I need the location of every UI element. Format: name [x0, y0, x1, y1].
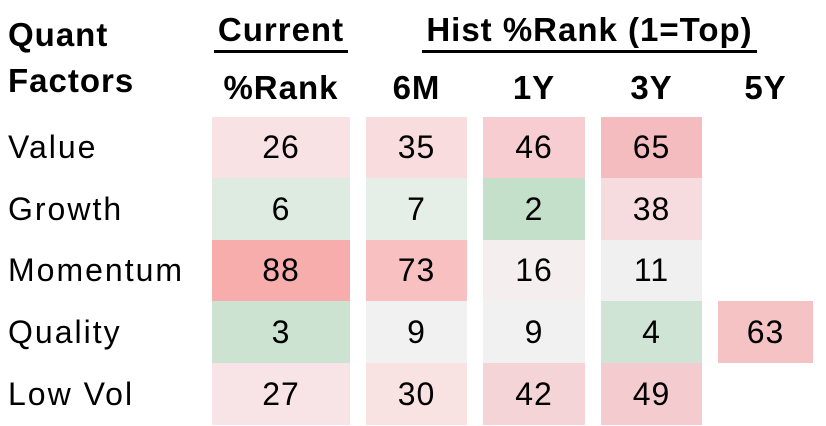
heatmap-cell-growth-5y [718, 178, 813, 240]
heatmap-cell-quality-1y: 9 [483, 301, 585, 363]
heatmap-cell-growth-3y: 38 [601, 178, 702, 240]
heatmap-cell-value-5y [718, 117, 813, 178]
heatmap-cell-lowvol-6m: 30 [366, 363, 467, 425]
heatmap-cell-growth-1y: 2 [483, 178, 585, 240]
heatmap-cell-quality-5y: 63 [718, 301, 813, 363]
heatmap-cell-lowvol-5y [718, 363, 813, 425]
table-title: Quant Factors [0, 0, 196, 117]
row-label-momentum: Momentum [8, 252, 185, 288]
heatmap-cell-value-6m: 35 [366, 117, 467, 178]
heatmap-cell-momentum-3y: 11 [601, 240, 702, 301]
column-header-5y: 5Y [744, 68, 787, 106]
heatmap-cell-value-1y: 46 [483, 117, 585, 178]
heatmap-cell-momentum-1y: 16 [483, 240, 585, 301]
heatmap-cell-quality-6m: 9 [366, 301, 467, 363]
heatmap-cell-momentum-6m: 73 [366, 240, 467, 301]
column-header-1y: 1Y [512, 68, 556, 106]
heatmap-cell-growth-6m: 7 [366, 178, 467, 240]
group-header-hist-rank-label: Hist %Rank (1=Top) [422, 11, 757, 53]
column-header-6m: 6M [392, 68, 441, 106]
column-header-current-rank: %Rank [223, 68, 339, 106]
heatmap-cell-quality-current: 3 [212, 301, 350, 363]
row-label-low-vol: Low Vol [8, 375, 135, 412]
heatmap-cell-momentum-5y [718, 240, 813, 301]
heatmap-cell-quality-3y: 4 [601, 301, 702, 363]
heatmap-cell-value-3y: 65 [601, 117, 702, 178]
heatmap-cell-momentum-current: 88 [212, 240, 350, 301]
row-label-value: Value [8, 129, 98, 165]
title-line-2: Factors [8, 62, 135, 99]
heatmap-cell-growth-current: 6 [212, 178, 350, 240]
heatmap-cell-lowvol-1y: 42 [483, 363, 585, 425]
row-label-growth: Growth [8, 190, 124, 227]
group-header-hist-rank: Hist %Rank (1=Top) [366, 0, 813, 58]
title-line-1: Quant [8, 16, 109, 53]
group-header-current: Current [212, 0, 350, 58]
heatmap-cell-lowvol-3y: 49 [601, 363, 702, 425]
heatmap-cell-lowvol-current: 27 [212, 363, 350, 425]
row-label-quality: Quality [8, 313, 122, 350]
heatmap-cell-value-current: 26 [212, 117, 350, 178]
group-header-current-label: Current [213, 11, 349, 53]
column-header-3y: 3Y [630, 68, 673, 106]
